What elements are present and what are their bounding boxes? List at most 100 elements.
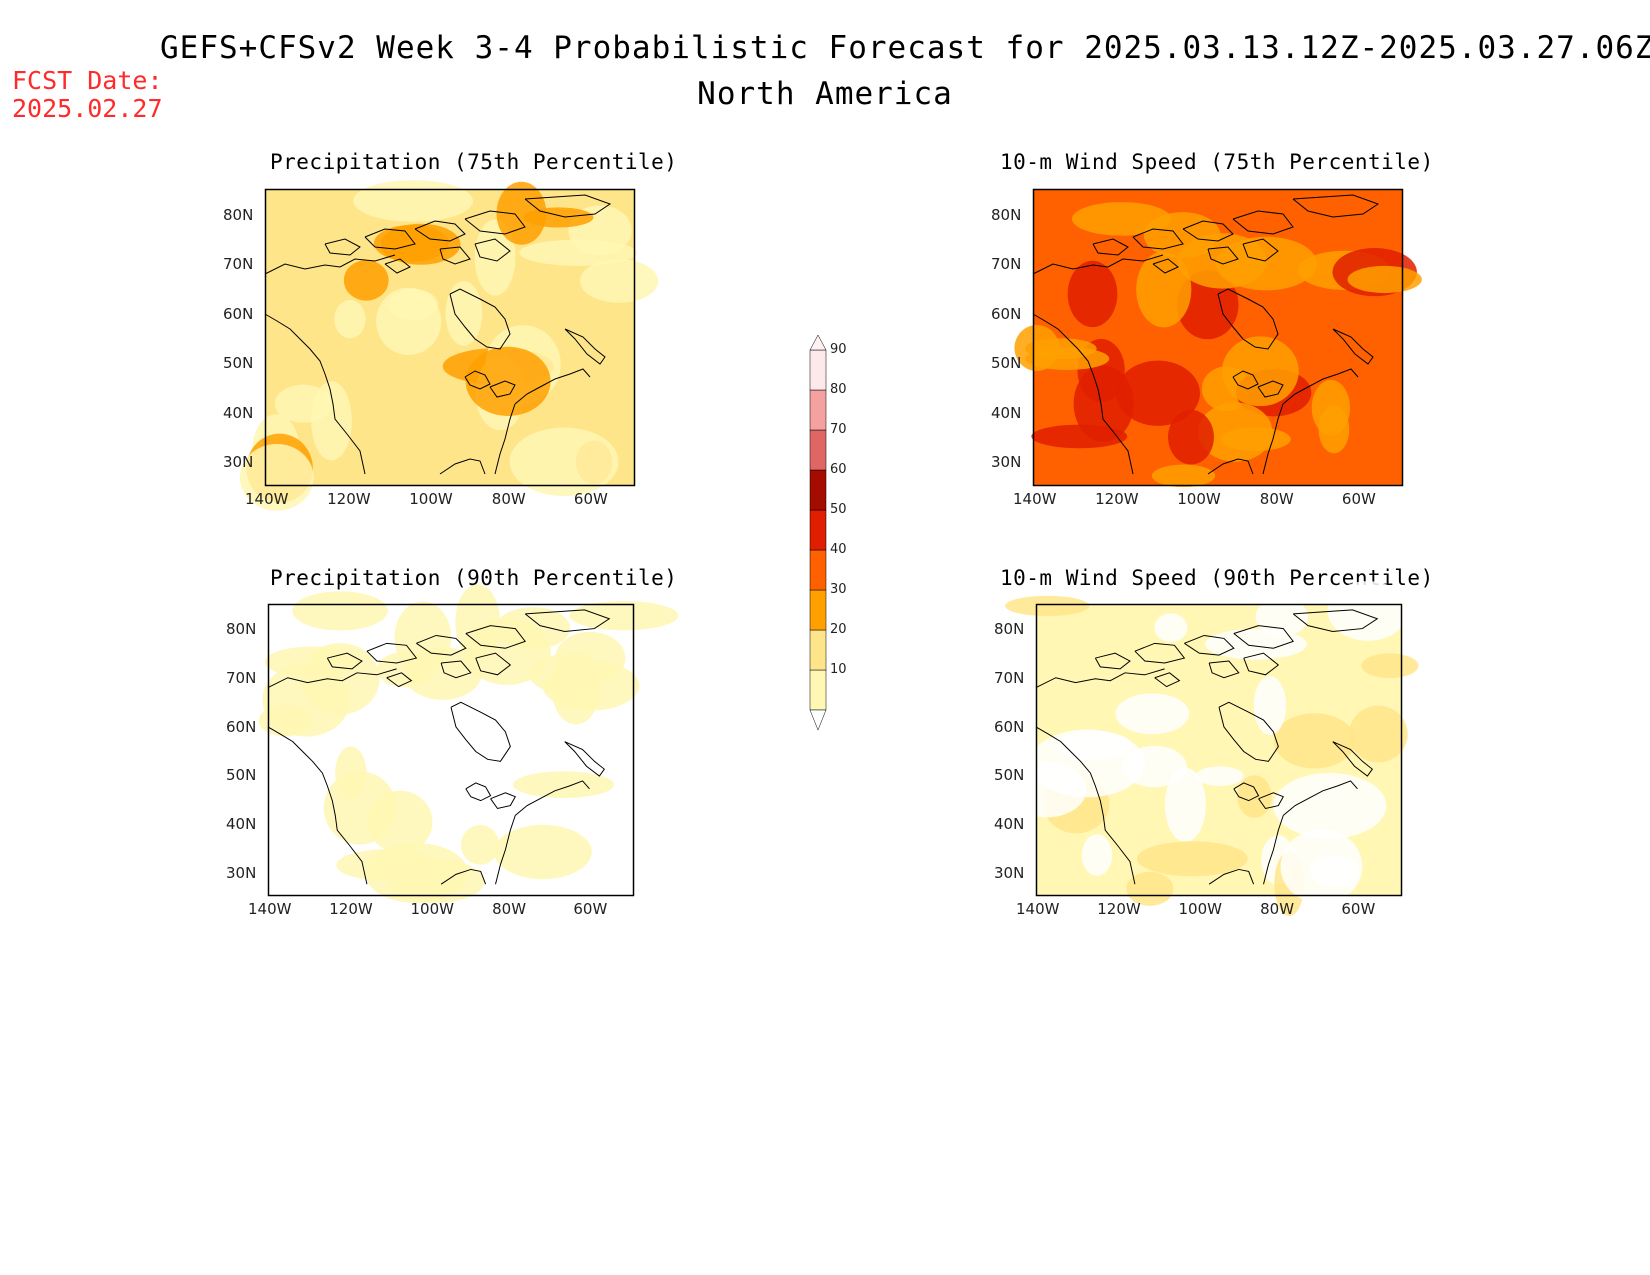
probability-patch [388, 289, 438, 321]
map-precip-75 [239, 180, 659, 511]
coastline [326, 652, 363, 670]
lat-tick-label: 40N [226, 814, 257, 833]
probability-patch [1327, 581, 1409, 641]
probability-patch [1215, 236, 1317, 291]
colorbar-segment [809, 669, 827, 711]
coastline [490, 792, 517, 810]
probability-patch [523, 207, 594, 228]
colorbar-level-label: 60 [830, 462, 847, 477]
panel-title-wind-75: 10-m Wind Speed (75th Percentile) [1000, 150, 1434, 174]
lon-tick-label: 60W [1341, 900, 1376, 918]
coastline [1132, 228, 1184, 250]
coastline [1154, 672, 1181, 688]
probability-patch [343, 260, 389, 301]
lat-tick-label: 60N [223, 304, 254, 323]
coastline [1242, 238, 1279, 262]
probability-patch [386, 859, 485, 904]
lon-tick-label: 60W [573, 490, 608, 508]
probability-patch [513, 771, 615, 798]
coastline [1217, 288, 1279, 350]
panel-title-precip-75: Precipitation (75th Percentile) [270, 150, 678, 174]
coastline [324, 238, 361, 256]
coastline [439, 458, 486, 475]
probability-patch [1349, 705, 1408, 763]
probability-patch [1055, 731, 1133, 760]
probability-patch [1136, 251, 1192, 328]
probability-patch [474, 219, 516, 296]
coastline [1282, 780, 1358, 816]
colorbar-top-cap [809, 334, 827, 351]
coastline [384, 258, 411, 274]
lat-tick-label: 30N [994, 863, 1025, 882]
lat-tick-label: 80N [226, 620, 257, 639]
coastline [386, 672, 413, 688]
probability-patch [509, 427, 619, 497]
probability-patch [311, 381, 352, 461]
probability-patch [1115, 693, 1190, 735]
lon-tick-label: 60W [1341, 490, 1376, 508]
colorbar-segment [809, 629, 827, 671]
probability-patch [493, 824, 592, 880]
coastline [1332, 328, 1374, 365]
colorbar-level-label: 90 [830, 342, 847, 357]
coastline [465, 625, 526, 649]
probability-patch [1126, 871, 1174, 906]
coastline [1094, 652, 1131, 670]
map-frame [1035, 603, 1403, 897]
probability-patch [323, 771, 397, 845]
coastline [524, 194, 612, 218]
colorbar-level-label: 30 [830, 582, 847, 597]
lat-tick-label: 60N [991, 304, 1022, 323]
coastline [475, 652, 512, 676]
coastline [495, 815, 516, 885]
lat-tick-label: 40N [223, 403, 254, 422]
coastline [564, 741, 605, 777]
coastline [1282, 368, 1359, 405]
lon-tick-label: 80W [491, 490, 526, 508]
coastline [449, 288, 511, 350]
coastline [1332, 741, 1373, 777]
coastline [264, 254, 396, 275]
colorbar-segment [809, 549, 827, 591]
fcst-date-label: FCST Date: [12, 66, 163, 95]
coastline [514, 780, 590, 816]
coastline [1243, 652, 1280, 676]
probability-patch [1273, 773, 1387, 839]
probability-patch [1311, 379, 1351, 436]
map-wind-75 [1014, 188, 1422, 488]
probability-patch [1067, 260, 1118, 328]
lon-tick-label: 80W [1260, 900, 1295, 918]
probability-patch [1198, 402, 1273, 462]
colorbar-level-label: 20 [830, 622, 847, 637]
lat-tick-label: 80N [994, 620, 1025, 639]
coastline [1134, 642, 1186, 664]
lon-tick-label: 140W [245, 490, 289, 508]
coastline [1207, 458, 1254, 475]
probability-patch [1237, 775, 1272, 818]
colorbar-level-label: 70 [830, 422, 847, 437]
lon-tick-label: 60W [573, 900, 608, 918]
colorbar-segment [809, 509, 827, 551]
coastline [439, 246, 471, 265]
lat-tick-label: 70N [223, 255, 254, 274]
colorbar-level-label: 10 [830, 662, 847, 677]
lon-tick-label: 140W [1016, 900, 1060, 918]
region-title: North America [697, 76, 953, 112]
lat-tick-label: 50N [994, 766, 1025, 785]
coastline [1232, 210, 1294, 235]
coastline [464, 370, 491, 390]
lat-tick-label: 50N [991, 354, 1022, 373]
coastline [1152, 258, 1179, 274]
coastline [1032, 254, 1164, 275]
coastline [1257, 380, 1284, 398]
probability-patch [445, 281, 483, 346]
probability-patch [1273, 713, 1356, 769]
fcst-date-value: 2025.02.27 [12, 94, 163, 123]
probability-patch [353, 180, 474, 222]
coastline [1184, 634, 1235, 656]
probability-patch [239, 443, 314, 511]
probability-patch [1116, 360, 1200, 426]
coastline [1092, 238, 1129, 256]
probability-patch [1005, 595, 1090, 617]
lon-tick-label: 140W [1013, 490, 1057, 508]
